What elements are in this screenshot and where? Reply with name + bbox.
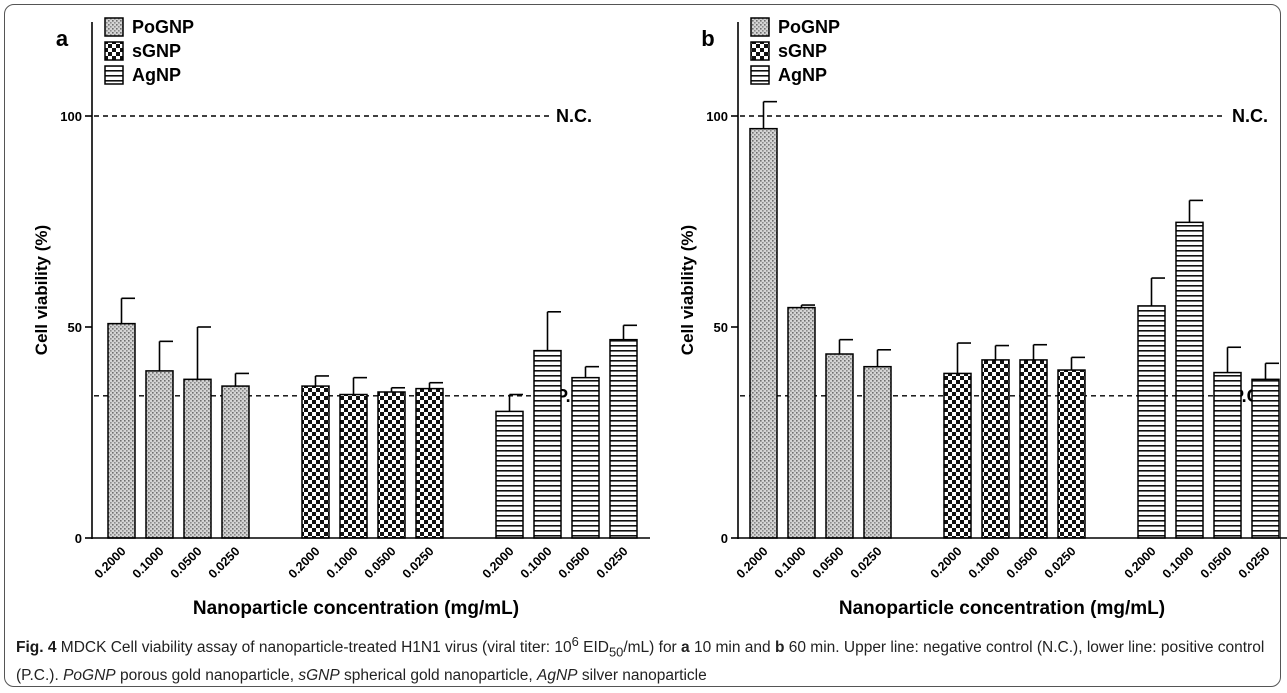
x-axis-label: Nanoparticle concentration (mg/mL) [193,598,519,619]
panel-label: b [701,26,714,51]
legend-swatch [104,41,124,61]
bar [377,391,406,539]
bar [183,378,212,539]
legend-swatch [104,17,124,37]
bar [301,385,330,539]
caption-text: spherical gold nanoparticle, [339,667,538,685]
bar [787,306,816,539]
x-tick-label: 0.0250 [594,544,631,581]
caption-abbreviation: AgNP [537,667,578,685]
legend-label: AgNP [132,65,181,85]
caption-superscript: 6 [571,634,579,649]
x-tick-label: 0.2000 [286,544,323,581]
x-tick-label: 0.0500 [362,544,399,581]
x-tick-label: 0.2000 [734,544,771,581]
bar [107,322,136,539]
bar [415,387,444,539]
bar [943,372,972,539]
caption-subscript: 50 [608,644,624,660]
caption-text: 10 min and [689,639,775,657]
bar [1137,305,1166,539]
caption-abbreviation: sGNP [298,667,340,685]
caption-text: silver nanoparticle [577,667,707,685]
caption-panel-b-ref: b [774,639,785,657]
legend-label: PoGNP [132,17,194,37]
bar [863,365,892,539]
x-tick-label: 0.0250 [1042,544,1079,581]
caption-fig-label: Fig. 4 [16,639,57,657]
panel-label: a [56,26,69,51]
y-tick-label: 0 [75,531,82,546]
legend-swatch [750,17,770,37]
y-axis-label: Cell viability (%) [678,225,697,355]
bar [495,410,524,539]
x-tick-label: 0.1000 [130,544,167,581]
bar [1057,369,1086,539]
x-tick-label: 0.0500 [168,544,205,581]
legend-swatch [750,41,770,61]
x-axis-label: Nanoparticle concentration (mg/mL) [839,598,1165,619]
caption-text: 60 min. Upper line: negative control (N.… [16,639,1265,685]
x-tick-label: 0.0250 [206,544,243,581]
x-tick-label: 0.1000 [966,544,1003,581]
x-tick-label: 0.0250 [1236,544,1273,581]
y-tick-label: 0 [721,531,728,546]
bar [339,393,368,539]
caption-panel-a-ref: a [681,639,690,657]
bar [749,127,778,539]
bar [1019,359,1048,539]
x-tick-label: 0.2000 [92,544,129,581]
caption-text: /mL) for [623,639,682,657]
y-tick-label: 100 [706,109,728,124]
x-tick-label: 0.1000 [518,544,555,581]
legend-label: sGNP [132,41,181,61]
legend-label: AgNP [778,65,827,85]
caption-text: MDCK Cell viability assay of nanoparticl… [56,639,572,657]
bar [981,359,1010,539]
x-tick-label: 0.2000 [1122,544,1159,581]
bar [1251,378,1280,539]
legend-label: sGNP [778,41,827,61]
bar [1213,371,1242,539]
legend-swatch [750,65,770,85]
bar [221,385,250,539]
bar [825,353,854,539]
x-tick-label: 0.0250 [400,544,437,581]
x-tick-label: 0.1000 [324,544,361,581]
y-tick-label: 50 [68,320,82,335]
legend-label: PoGNP [778,17,840,37]
x-tick-label: 0.0500 [810,544,847,581]
x-tick-label: 0.2000 [480,544,517,581]
bar [609,338,638,539]
bar [1175,221,1204,539]
legend-swatch [104,65,124,85]
bar [533,349,562,539]
y-axis-label: Cell viability (%) [32,225,51,355]
x-tick-label: 0.1000 [772,544,809,581]
x-tick-label: 0.0250 [848,544,885,581]
y-tick-label: 50 [714,320,728,335]
reference-line-label: N.C. [556,106,592,126]
bar [571,376,600,539]
x-tick-label: 0.0500 [556,544,593,581]
bar [145,370,174,539]
figure-frame [4,4,1281,687]
reference-line-label: N.C. [1232,106,1268,126]
caption-abbreviation: PoGNP [63,667,116,685]
x-tick-label: 0.0500 [1004,544,1041,581]
y-tick-label: 100 [60,109,82,124]
caption-text: EID [578,639,609,657]
x-tick-label: 0.1000 [1160,544,1197,581]
figure-caption: Fig. 4 MDCK Cell viability assay of nano… [16,630,1278,688]
x-tick-label: 0.0500 [1198,544,1235,581]
x-tick-label: 0.2000 [928,544,965,581]
caption-text: porous gold nanoparticle, [115,667,299,685]
